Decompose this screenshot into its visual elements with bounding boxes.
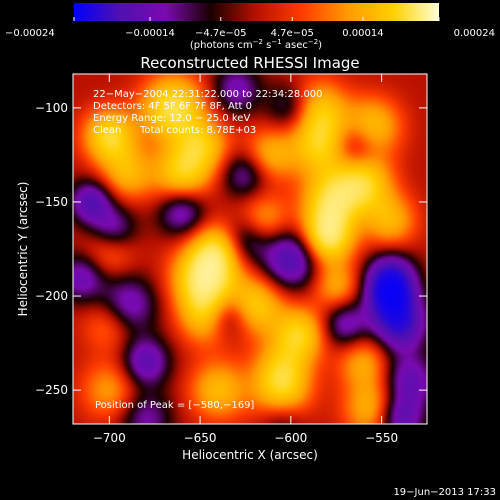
colorbar-tick-label: 4.7e−05 [271, 28, 314, 39]
generation-timestamp: 19−Jun−2013 17:33 [393, 487, 496, 498]
energy-range-annotation: Energy Range: 12.0 − 25.0 keV [93, 113, 250, 124]
heatmap-image [73, 74, 427, 424]
chart-title: Reconstructed RHESSI Image [140, 54, 359, 72]
time-range-annotation: 22−May−2004 22:31:22.000 to 22:34:28.000 [93, 89, 323, 100]
detectors-annotation: Detectors: 4F 5F 6F 7F 8F, Att 0 [93, 101, 252, 112]
x-tick-label: −600 [274, 431, 307, 445]
x-axis-label: Heliocentric X (arcsec) [182, 448, 318, 462]
y-axis-label: Heliocentric Y (arcsec) [16, 182, 30, 317]
method-annotation: Clean [93, 125, 121, 136]
y-tick-label: −150 [35, 195, 68, 209]
x-tick-label: −650 [184, 431, 217, 445]
x-tick-label: −550 [365, 431, 398, 445]
x-axis: −700 −650 −600 −550 [93, 74, 398, 445]
colorbar-ticks: −0.00024 −0.00014 −4.7e−05 4.7e−05 0.00014 0.… [5, 17, 495, 39]
x-tick-label: −700 [93, 431, 126, 445]
peak-position-annotation: Position of Peak = [−580,−169] [95, 400, 254, 411]
colorbar-tick-label: 0.00014 [342, 28, 383, 39]
colorbar-unit-label: (photons cm−2 s−1 asec−2) [190, 38, 322, 51]
colorbar-tick-label: 0.00024 [454, 28, 495, 39]
colorbar-tick-label: −0.00014 [125, 28, 175, 39]
y-tick-label: −200 [35, 289, 68, 303]
colorbar-tick-label: −0.00024 [5, 28, 55, 39]
image-annotations: 22−May−2004 22:31:22.000 to 22:34:28.000… [93, 89, 323, 411]
y-tick-label: −250 [35, 383, 68, 397]
y-axis: −100 −150 −200 −250 [35, 101, 427, 397]
colorbar [74, 3, 439, 21]
colorbar-tick-label: −4.7e−05 [195, 28, 247, 39]
y-tick-label: −100 [35, 101, 68, 115]
plot-frame [72, 73, 428, 425]
total-counts-annotation: Total counts: 8.78E+03 [139, 125, 256, 136]
